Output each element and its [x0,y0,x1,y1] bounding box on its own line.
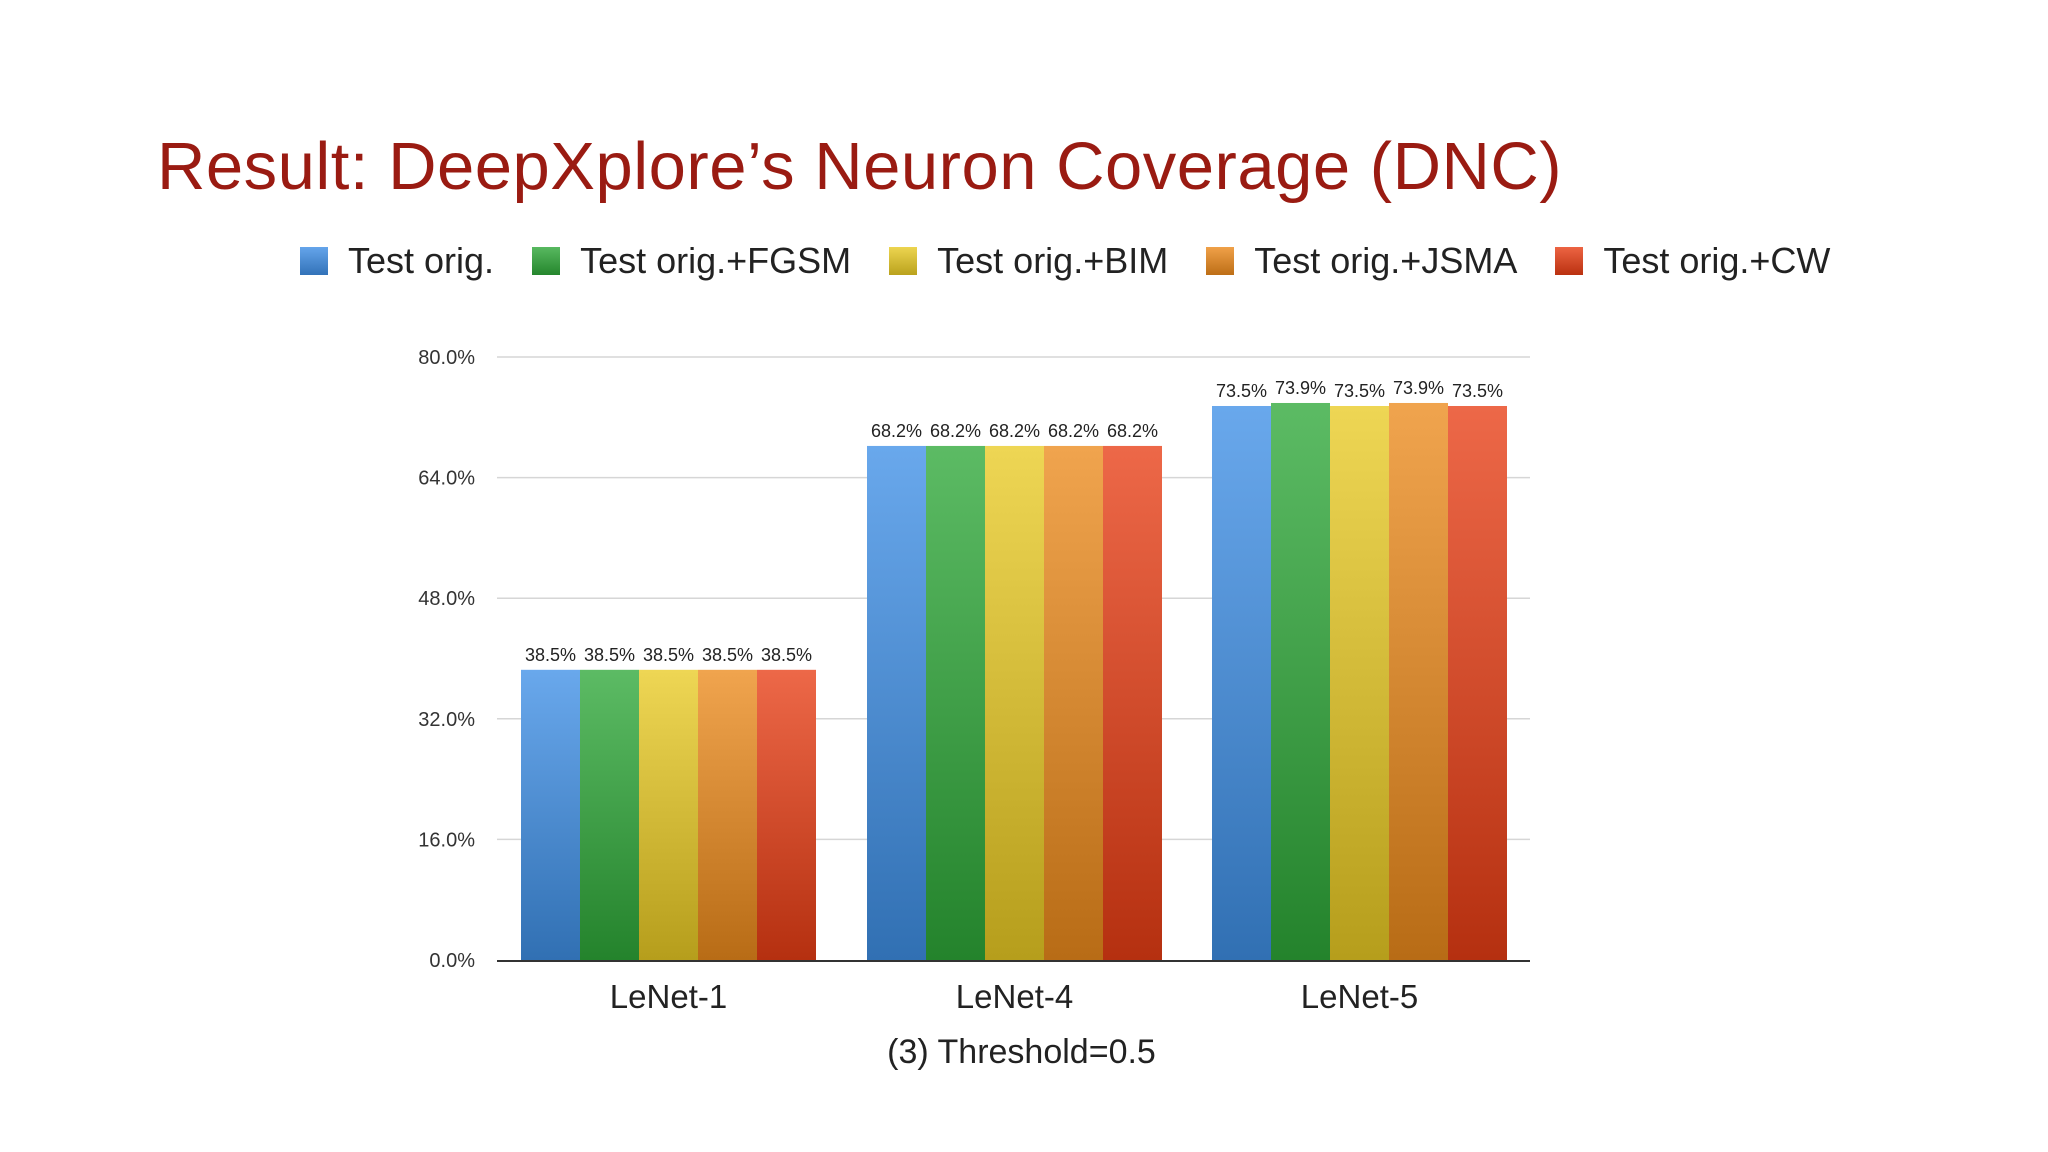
data-label: 38.5% [525,645,576,665]
bar [867,445,926,960]
y-tick-label: 0.0% [429,950,475,972]
chart-legend: Test orig. Test orig.+FGSM Test orig.+BIM T… [300,236,1868,286]
legend-item: Test orig.+JSMA [1206,240,1517,282]
bar [1271,402,1330,960]
legend-swatch [1555,247,1584,275]
bar [1103,445,1162,960]
y-tick-label: 64.0% [418,468,475,490]
data-label: 68.2% [989,421,1040,441]
x-category-label: LeNet-5 [1301,978,1418,1015]
axes: 0.0% 16.0% 32.0% 48.0% 64.0% 80.0% LeNet-1 LeNe… [418,347,1530,1071]
data-label: 73.5% [1216,381,1267,401]
legend-item: Test orig. [300,240,494,282]
legend-label: Test orig.+FGSM [580,240,852,281]
x-axis-label: (3) Threshold=0.5 [887,1033,1156,1071]
y-tick-label: 80.0% [418,347,475,369]
data-label: 68.2% [871,421,922,441]
y-tick-label: 32.0% [418,709,475,731]
bar [757,669,816,960]
bar [1044,445,1103,960]
legend-swatch [889,247,918,275]
legend-swatch [532,247,561,275]
data-label: 68.2% [1107,421,1158,441]
legend-item: Test orig.+BIM [889,240,1168,282]
bar [1389,402,1448,960]
data-label: 73.9% [1393,378,1444,398]
data-label: 38.5% [761,645,812,665]
data-label: 73.9% [1275,378,1326,398]
legend-item: Test orig.+CW [1555,240,1830,282]
legend-swatch [1206,247,1235,275]
bars [521,402,1507,960]
data-label: 68.2% [930,421,981,441]
data-labels: 38.5% 38.5% 38.5% 38.5% 38.5% 68.2% 68.2% 68.2%… [525,378,1503,665]
data-label: 38.5% [643,645,694,665]
bar [985,445,1044,960]
bar [1330,405,1389,960]
bar [1448,405,1507,960]
slide-title: Result: DeepXplore’s Neuron Coverage (DN… [157,129,1563,204]
legend-swatch [300,247,328,275]
y-tick-label: 16.0% [418,829,475,851]
bar [521,669,580,960]
bar [1212,405,1271,960]
data-label: 73.5% [1334,381,1385,401]
data-label: 73.5% [1452,381,1503,401]
legend-label: Test orig.+JSMA [1254,240,1518,281]
x-category-label: LeNet-1 [610,978,727,1015]
legend-label: Test orig. [348,240,495,281]
bar [698,669,757,960]
legend-label: Test orig.+BIM [937,240,1169,281]
data-label: 38.5% [702,645,753,665]
data-label: 38.5% [584,645,635,665]
legend-label: Test orig.+CW [1603,240,1831,281]
y-tick-label: 48.0% [418,588,475,610]
bar [639,669,698,960]
data-label: 68.2% [1048,421,1099,441]
x-category-label: LeNet-4 [956,978,1073,1015]
bar [926,445,985,960]
legend-item: Test orig.+FGSM [532,240,851,282]
bar [580,669,639,960]
